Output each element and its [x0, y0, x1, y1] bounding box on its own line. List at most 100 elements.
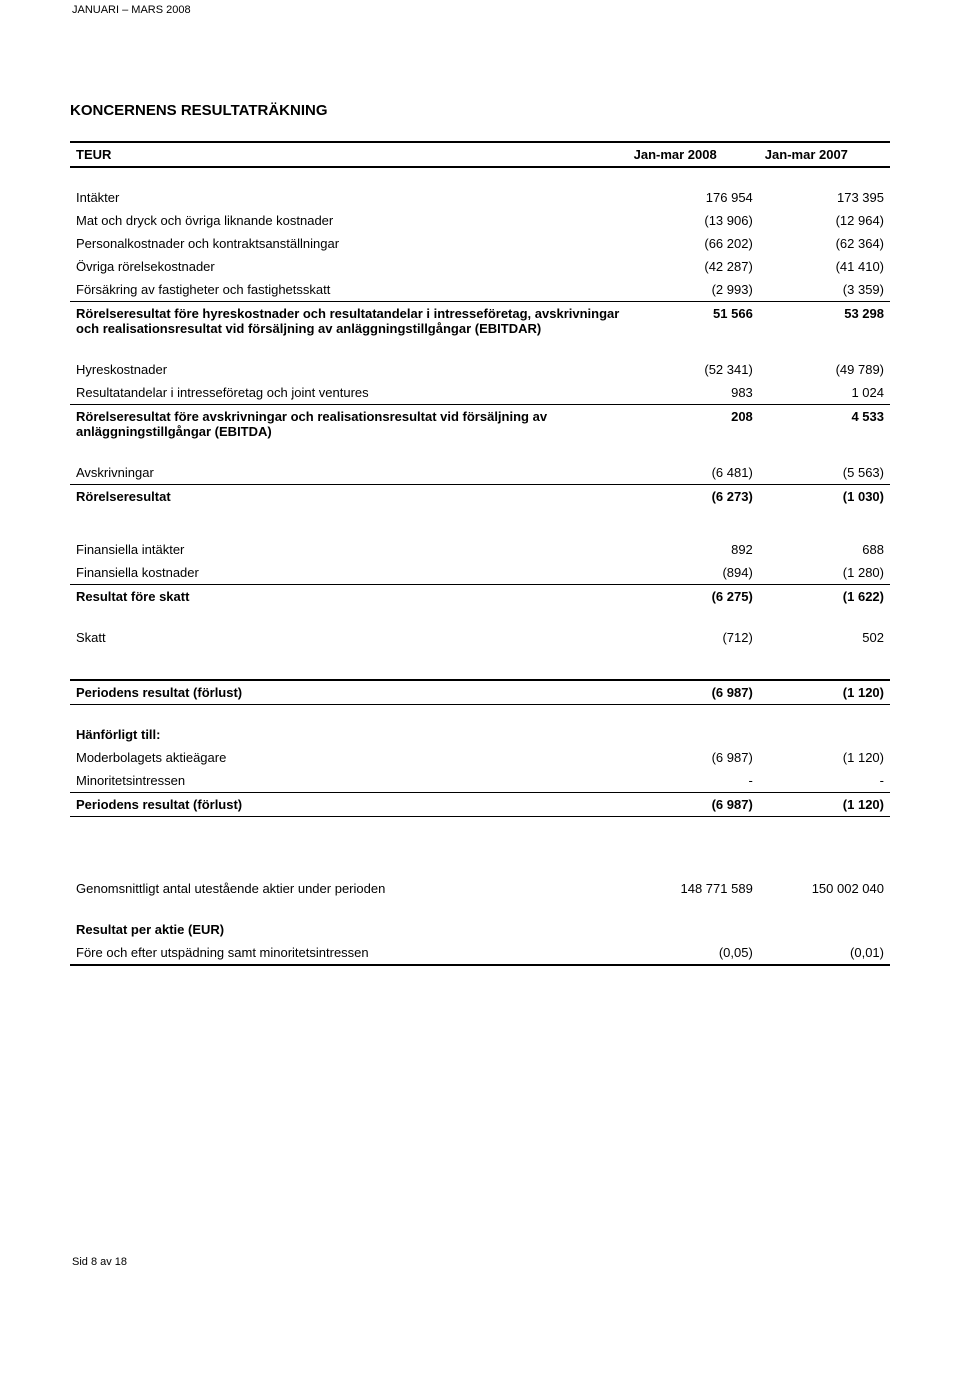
table-row: Resultatandelar i intresseföretag och jo… [70, 381, 890, 404]
spacer [70, 608, 890, 626]
row-label: Mat och dryck och övriga liknande kostna… [70, 209, 628, 232]
column-header-label: TEUR [70, 142, 628, 166]
table-row: Periodens resultat (förlust)(6 987)(1 12… [70, 793, 890, 817]
row-value-current: (52 341) [628, 358, 759, 381]
row-label: Periodens resultat (förlust) [70, 680, 628, 704]
row-label: Periodens resultat (förlust) [70, 793, 628, 817]
row-label: Finansiella kostnader [70, 561, 628, 584]
row-value-current: (6 275) [628, 585, 759, 609]
income-statement-table: TEUR Jan-mar 2008 Jan-mar 2007 Intäkter1… [70, 141, 890, 966]
row-value-current: (6 987) [628, 746, 759, 769]
row-value-current: (6 273) [628, 485, 759, 509]
row-label: Minoritetsintressen [70, 769, 628, 792]
row-value-current [628, 918, 759, 941]
table-row: Resultat per aktie (EUR) [70, 918, 890, 941]
row-value-current: 176 954 [628, 186, 759, 209]
row-value-prior: 502 [759, 626, 890, 649]
row-value-current: (6 987) [628, 680, 759, 704]
table-row: Genomsnittligt antal utestående aktier u… [70, 877, 890, 900]
spacer [70, 649, 890, 679]
spacer [70, 900, 890, 918]
table-row: Periodens resultat (förlust)(6 987)(1 12… [70, 680, 890, 704]
row-value-prior: (0,01) [759, 941, 890, 964]
spacer [70, 817, 890, 848]
table-row: Skatt(712)502 [70, 626, 890, 649]
row-label: Resultat före skatt [70, 585, 628, 609]
row-value-prior: 4 533 [759, 405, 890, 444]
row-label: Genomsnittligt antal utestående aktier u… [70, 877, 628, 900]
row-value-prior: (49 789) [759, 358, 890, 381]
row-value-prior: (41 410) [759, 255, 890, 278]
row-value-prior: 1 024 [759, 381, 890, 404]
row-value-current: 208 [628, 405, 759, 444]
row-label: Finansiella intäkter [70, 538, 628, 561]
row-value-current: 148 771 589 [628, 877, 759, 900]
row-value-current: (894) [628, 561, 759, 584]
table-row: Avskrivningar(6 481)(5 563) [70, 461, 890, 484]
row-value-prior: - [759, 769, 890, 792]
document-period-header: JANUARI – MARS 2008 [70, 0, 890, 16]
row-label: Hänförligt till: [70, 723, 628, 746]
table-row: Finansiella intäkter892688 [70, 538, 890, 561]
row-label: Resultatandelar i intresseföretag och jo… [70, 381, 628, 404]
table-row: Resultat före skatt(6 275)(1 622) [70, 585, 890, 609]
row-value-prior [759, 723, 890, 746]
row-label: Moderbolagets aktieägare [70, 746, 628, 769]
row-value-current [628, 723, 759, 746]
table-row: Rörelseresultat före avskrivningar och r… [70, 405, 890, 444]
row-value-prior: 150 002 040 [759, 877, 890, 900]
row-value-prior [759, 918, 890, 941]
row-value-current: (66 202) [628, 232, 759, 255]
spacer [70, 705, 890, 724]
row-value-prior: (3 359) [759, 278, 890, 301]
table-row: Hyreskostnader(52 341)(49 789) [70, 358, 890, 381]
table-row: Intäkter176 954173 395 [70, 186, 890, 209]
table-body: Intäkter176 954173 395Mat och dryck och … [70, 186, 890, 965]
row-label: Före och efter utspädning samt minoritet… [70, 941, 628, 964]
table-row: Före och efter utspädning samt minoritet… [70, 941, 890, 964]
table-row: Hänförligt till: [70, 723, 890, 746]
spacer [70, 508, 890, 538]
row-label: Intäkter [70, 186, 628, 209]
row-value-current: 51 566 [628, 302, 759, 341]
rule [70, 964, 890, 965]
row-value-current: 983 [628, 381, 759, 404]
row-value-prior: (12 964) [759, 209, 890, 232]
row-label: Skatt [70, 626, 628, 649]
row-label: Resultat per aktie (EUR) [70, 918, 628, 941]
row-label: Rörelseresultat före hyreskostnader och … [70, 302, 628, 341]
row-label: Hyreskostnader [70, 358, 628, 381]
spacer [70, 340, 890, 358]
column-header-period-prior: Jan-mar 2007 [759, 142, 890, 166]
table-row: Minoritetsintressen-- [70, 769, 890, 792]
row-label: Övriga rörelsekostnader [70, 255, 628, 278]
table-row: Rörelseresultat före hyreskostnader och … [70, 302, 890, 341]
row-value-prior: (1 622) [759, 585, 890, 609]
spacer [70, 443, 890, 461]
row-value-current: - [628, 769, 759, 792]
row-label: Personalkostnader och kontraktsanställni… [70, 232, 628, 255]
row-value-prior: (1 120) [759, 746, 890, 769]
row-value-current: (13 906) [628, 209, 759, 232]
page-footer: Sid 8 av 18 [70, 1256, 890, 1268]
row-value-prior: 53 298 [759, 302, 890, 341]
row-value-current: (6 987) [628, 793, 759, 817]
row-value-prior: 688 [759, 538, 890, 561]
row-value-prior: (1 120) [759, 680, 890, 704]
table-row: Rörelseresultat(6 273)(1 030) [70, 485, 890, 509]
row-value-prior: 173 395 [759, 186, 890, 209]
row-label: Rörelseresultat [70, 485, 628, 509]
row-value-prior: (62 364) [759, 232, 890, 255]
row-value-prior: (1 280) [759, 561, 890, 584]
table-header-row: TEUR Jan-mar 2008 Jan-mar 2007 [70, 142, 890, 166]
page-title: KONCERNENS RESULTATRÄKNING [70, 102, 890, 119]
row-label: Försäkring av fastigheter och fastighets… [70, 278, 628, 301]
row-value-prior: (1 120) [759, 793, 890, 817]
row-value-prior: (1 030) [759, 485, 890, 509]
row-value-current: (6 481) [628, 461, 759, 484]
spacer [70, 847, 890, 877]
table-row: Mat och dryck och övriga liknande kostna… [70, 209, 890, 232]
row-label: Rörelseresultat före avskrivningar och r… [70, 405, 628, 444]
spacer [70, 167, 890, 186]
row-value-current: (0,05) [628, 941, 759, 964]
